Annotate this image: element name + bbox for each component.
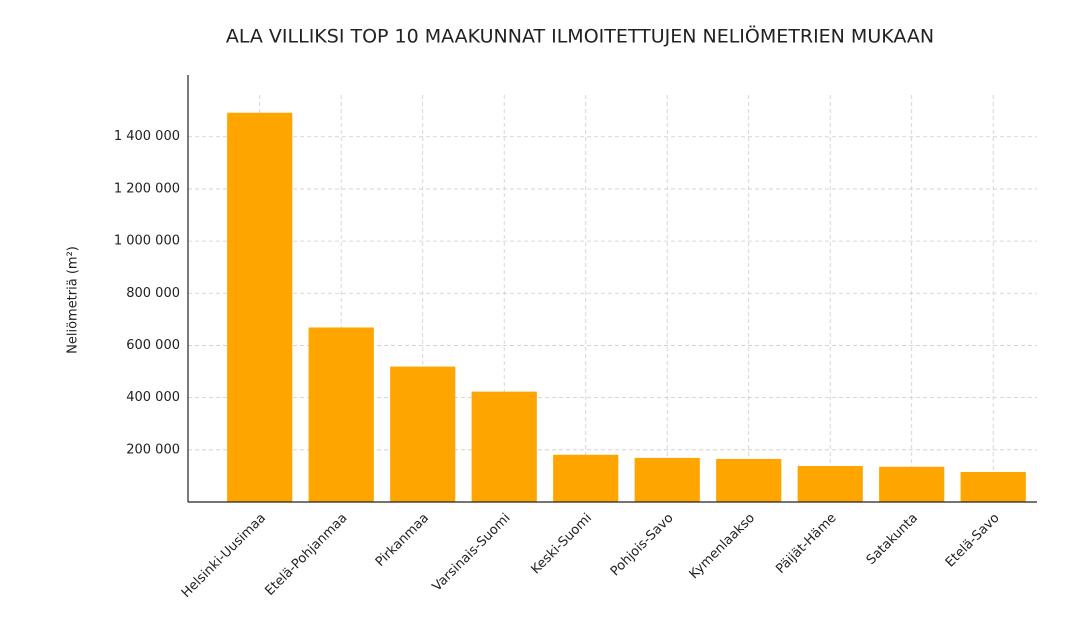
x-tick-label: Pohjois-Savo	[608, 511, 677, 580]
y-tick-label: 800 000	[126, 286, 180, 301]
bar	[716, 458, 782, 502]
y-tick-label: 1 400 000	[114, 129, 180, 144]
bar	[227, 112, 293, 502]
x-tick-label: Päijät-Häme	[773, 511, 839, 577]
bar	[634, 457, 700, 502]
y-tick-label: 1 000 000	[114, 234, 180, 249]
chart-title: ALA VILLIKSI TOP 10 MAAKUNNAT ILMOITETTU…	[226, 25, 934, 48]
y-axis-label: Neliömetriä (m²)	[66, 246, 81, 354]
x-tick-label: Keski-Suomi	[528, 511, 595, 578]
bar	[797, 465, 863, 502]
bar	[308, 327, 374, 502]
bar	[960, 471, 1026, 502]
y-tick-label: 200 000	[126, 442, 180, 457]
x-tick-label: Kymenlaakso	[687, 511, 758, 582]
x-tick-label: Pirkanmaa	[373, 511, 432, 570]
y-tick-label: 400 000	[126, 390, 180, 405]
x-tick-label: Varsinais-Suomi	[430, 511, 514, 595]
y-tick-label: 600 000	[126, 338, 180, 353]
y-tick-label: 1 200 000	[114, 181, 180, 196]
bar	[390, 366, 456, 502]
bar	[879, 466, 945, 502]
x-tick-label: Helsinki-Uusimaa	[179, 511, 269, 601]
x-tick-label: Etelä-Savo	[943, 511, 1003, 571]
bar	[553, 454, 619, 502]
x-tick-label: Satakunta	[864, 511, 921, 568]
x-tick-label: Etelä-Pohjanmaa	[262, 511, 350, 599]
bar	[471, 391, 537, 502]
